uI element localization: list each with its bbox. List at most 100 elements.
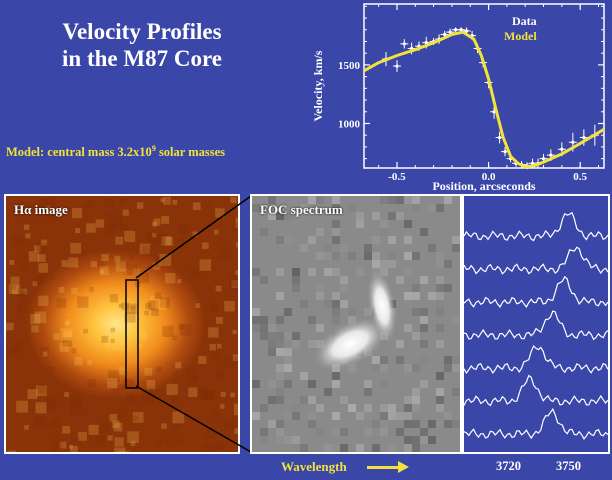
halpha-texture-speck [151, 308, 159, 316]
halpha-texture-speck [177, 279, 182, 284]
wavelength-arrow-icon [367, 461, 409, 473]
halpha-texture-speck [164, 237, 174, 246]
halpha-texture-speck [178, 224, 189, 235]
halpha-texture-speck [132, 268, 140, 276]
halpha-texture-speck [142, 245, 152, 256]
foc-texture-pixel [324, 300, 332, 308]
foc-spectrum-panel: FOC spectrum [250, 194, 462, 454]
foc-texture-pixel [444, 260, 452, 268]
halpha-texture-speck [200, 389, 210, 398]
foc-texture-pixel [260, 332, 268, 340]
halpha-texture-speck [192, 231, 198, 237]
foc-texture-pixel [412, 308, 420, 316]
halpha-texture-speck [41, 239, 48, 246]
foc-texture-pixel [252, 412, 260, 420]
halpha-texture-speck [6, 450, 16, 452]
foc-texture-pixel [436, 292, 444, 300]
foc-texture-pixel [284, 380, 292, 388]
halpha-texture-speck [118, 366, 127, 375]
halpha-texture-speck [69, 395, 81, 407]
foc-texture-pixel [428, 204, 436, 212]
halpha-texture-speck [156, 366, 162, 372]
halpha-texture-speck [188, 387, 198, 398]
data-point [579, 129, 588, 146]
halpha-texture-speck [173, 371, 179, 376]
halpha-texture-speck [161, 215, 170, 224]
halpha-texture-speck [152, 262, 161, 270]
foc-texture-pixel [300, 444, 308, 452]
foc-texture-pixel [292, 284, 300, 292]
foc-texture-pixel [300, 204, 308, 212]
halpha-texture-speck [120, 261, 128, 269]
halpha-texture-speck [10, 284, 16, 290]
halpha-texture-speck [233, 223, 238, 232]
halpha-texture-speck [68, 444, 74, 449]
foc-texture-pixel [260, 316, 268, 324]
foc-texture-pixel [404, 340, 412, 348]
foc-texture-pixel [348, 204, 356, 212]
title-line-2: in the M87 Core [62, 46, 222, 71]
page-title: Velocity Profiles in the M87 Core [12, 18, 272, 72]
halpha-texture-speck [118, 409, 128, 418]
y-tick-label: 1500 [338, 60, 361, 72]
foc-texture-pixel [308, 412, 316, 420]
foc-texture-pixel [404, 404, 412, 412]
foc-texture-pixel [364, 252, 372, 260]
foc-texture-pixel [252, 324, 260, 332]
foc-texture-pixel [284, 348, 292, 356]
foc-texture-pixel [420, 380, 428, 388]
foc-texture-pixel [276, 212, 284, 220]
halpha-texture-speck [120, 223, 129, 231]
foc-texture-pixel [316, 396, 324, 404]
halpha-texture-speck [161, 423, 167, 429]
foc-texture-pixel [292, 444, 300, 452]
model-note-exponent: 9 [151, 144, 156, 153]
foc-texture-pixel [332, 268, 340, 276]
foc-texture-pixel [340, 396, 348, 404]
halpha-texture-speck [45, 196, 57, 208]
halpha-texture-speck [107, 213, 113, 219]
data-marker [443, 32, 447, 37]
halpha-texture-speck [49, 366, 56, 373]
foc-texture-pixel [292, 412, 300, 420]
halpha-texture-speck [30, 313, 41, 324]
plot-area [363, 3, 605, 169]
foc-texture-pixel [316, 428, 324, 436]
halpha-texture-speck [125, 393, 134, 402]
foc-texture-pixel [268, 236, 276, 244]
spectra-line-plot [464, 211, 608, 440]
foc-texture-pixel [436, 372, 444, 380]
halpha-texture-speck [155, 299, 167, 310]
halpha-texture-speck [165, 437, 172, 444]
foc-texture-pixel [308, 340, 316, 348]
x-tick-label: 0.0 [482, 171, 496, 183]
foc-texture-pixel [308, 268, 316, 276]
halpha-texture-speck [121, 302, 130, 311]
foc-texture-pixel [412, 332, 420, 340]
halpha-texture-speck [210, 303, 218, 311]
data-marker [541, 157, 546, 161]
foc-texture-pixel [444, 356, 452, 364]
foc-texture-pixel [364, 404, 372, 412]
halpha-texture-speck [232, 354, 238, 362]
foc-texture-pixel [452, 356, 460, 364]
halpha-texture-speck [34, 415, 45, 427]
foc-texture-pixel [452, 236, 460, 244]
foc-texture-pixel [340, 428, 348, 436]
foc-texture-pixel [380, 420, 388, 428]
foc-texture-pixel [260, 276, 268, 284]
foc-texture-pixel [348, 364, 356, 372]
foc-texture-pixel [380, 268, 388, 276]
halpha-texture-speck [110, 338, 115, 344]
foc-texture-pixel [300, 300, 308, 308]
foc-texture-pixel [348, 308, 356, 316]
halpha-texture-speck [104, 199, 114, 208]
foc-texture-pixel [372, 236, 380, 244]
halpha-texture-speck [233, 403, 238, 416]
halpha-texture-speck [144, 310, 149, 316]
halpha-texture-speck [101, 254, 109, 262]
zoom-line-top [135, 195, 252, 279]
foc-texture-pixel [372, 364, 380, 372]
foc-texture-pixel [276, 420, 284, 428]
x-axis-label: Position, arcseconds [432, 179, 535, 193]
